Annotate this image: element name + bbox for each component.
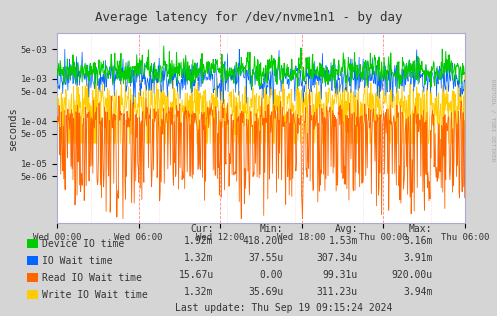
Text: Average latency for /dev/nvme1n1 - by day: Average latency for /dev/nvme1n1 - by da…	[95, 11, 402, 24]
Text: 3.94m: 3.94m	[403, 287, 432, 297]
Text: 35.69u: 35.69u	[248, 287, 283, 297]
Text: Read IO Wait time: Read IO Wait time	[42, 273, 142, 283]
Text: Write IO Wait time: Write IO Wait time	[42, 290, 148, 300]
Text: 15.67u: 15.67u	[178, 270, 214, 280]
Text: 3.16m: 3.16m	[403, 236, 432, 246]
Text: Min:: Min:	[260, 224, 283, 234]
Text: 311.23u: 311.23u	[317, 287, 358, 297]
Text: RRDTOOL / TOBI OETIKER: RRDTOOL / TOBI OETIKER	[491, 79, 496, 161]
Text: 1.53m: 1.53m	[329, 236, 358, 246]
Text: 0.00: 0.00	[260, 270, 283, 280]
Text: Max:: Max:	[409, 224, 432, 234]
Text: 418.20u: 418.20u	[242, 236, 283, 246]
Text: Device IO time: Device IO time	[42, 239, 124, 249]
Text: 37.55u: 37.55u	[248, 253, 283, 263]
Text: 1.32m: 1.32m	[184, 253, 214, 263]
Y-axis label: seconds: seconds	[8, 106, 18, 150]
Text: Avg:: Avg:	[334, 224, 358, 234]
Text: 307.34u: 307.34u	[317, 253, 358, 263]
Text: IO Wait time: IO Wait time	[42, 256, 113, 266]
Text: 3.91m: 3.91m	[403, 253, 432, 263]
Text: 1.32m: 1.32m	[184, 287, 214, 297]
Text: 1.92m: 1.92m	[184, 236, 214, 246]
Text: 920.00u: 920.00u	[391, 270, 432, 280]
Text: 99.31u: 99.31u	[323, 270, 358, 280]
Text: Last update: Thu Sep 19 09:15:24 2024: Last update: Thu Sep 19 09:15:24 2024	[174, 303, 392, 313]
Text: Cur:: Cur:	[190, 224, 214, 234]
